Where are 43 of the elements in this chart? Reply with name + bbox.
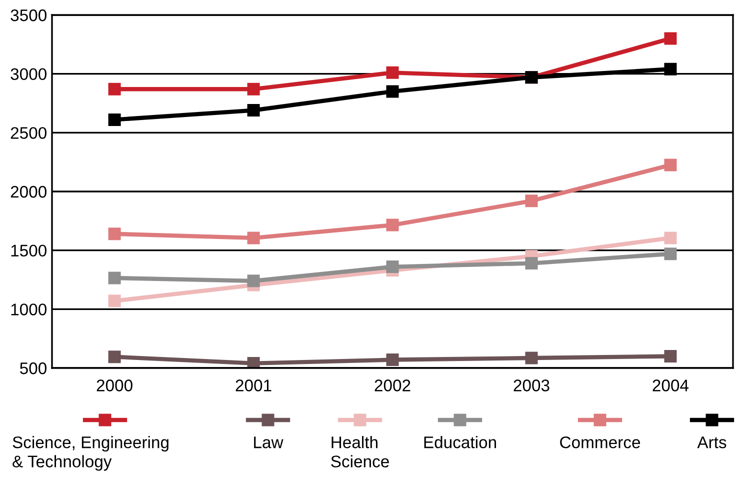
point <box>386 354 399 366</box>
legend-label: Education <box>424 436 496 448</box>
x-tick-label: 2001 <box>236 380 272 392</box>
y-tick-label: 1500 <box>11 244 46 257</box>
point <box>247 232 260 244</box>
point <box>108 113 121 126</box>
point <box>664 32 677 45</box>
point <box>664 248 677 260</box>
x-tick-label: 2003 <box>514 380 550 392</box>
y-tick-label: 2500 <box>10 127 46 139</box>
point <box>108 82 121 96</box>
x-tick-label: 2000 <box>96 380 132 392</box>
x-tick-label: 2002 <box>374 380 410 392</box>
y-tick-label: 3000 <box>10 68 46 80</box>
legend-label: Commerce <box>560 436 640 448</box>
point <box>108 272 121 284</box>
legend-label: Arts <box>697 436 726 448</box>
legend-label: Health Science <box>331 436 389 468</box>
point <box>664 350 677 362</box>
y-tick-label: 2000 <box>10 186 46 198</box>
point <box>525 352 538 364</box>
point <box>386 260 399 274</box>
point <box>247 104 260 117</box>
point <box>247 82 260 96</box>
point <box>664 158 677 172</box>
legend-label: Law <box>254 436 284 448</box>
point <box>108 294 121 308</box>
point <box>247 274 260 288</box>
point <box>386 85 399 98</box>
point <box>108 350 121 364</box>
point <box>664 62 677 76</box>
point <box>664 232 677 244</box>
legend-label: Science, Engineering & Technology <box>12 436 168 471</box>
y-tick-label: 3500 <box>10 9 46 22</box>
y-tick-label: 500 <box>20 362 46 374</box>
point <box>386 218 399 232</box>
y-tick-label: 1000 <box>11 304 46 316</box>
x-tick-label: 2004 <box>652 380 689 392</box>
point <box>525 257 538 270</box>
point <box>247 357 260 368</box>
point <box>525 194 538 208</box>
point <box>108 228 121 240</box>
point <box>386 66 399 79</box>
